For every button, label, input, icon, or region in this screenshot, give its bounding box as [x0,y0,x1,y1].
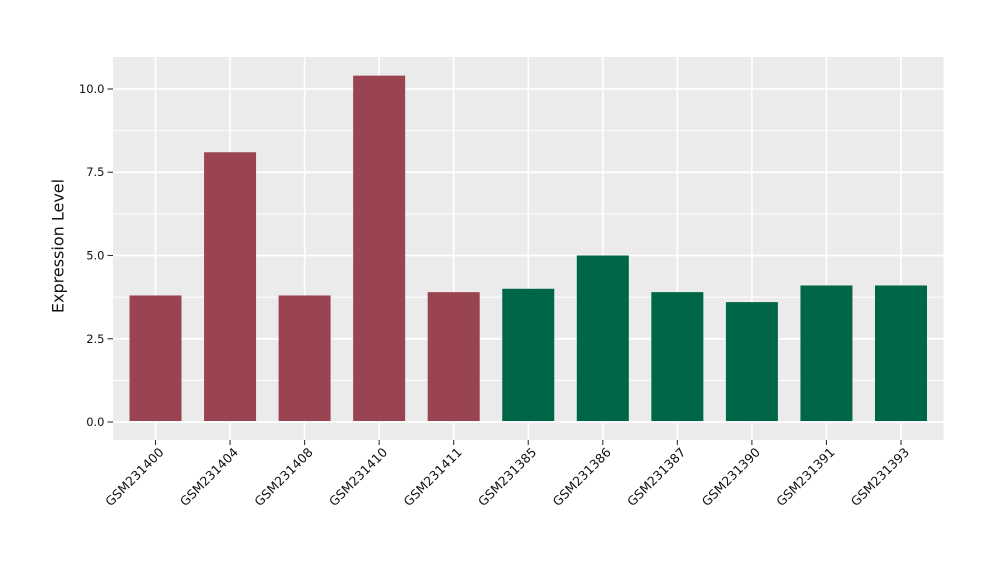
y-axis-title: Expression Level [48,178,68,314]
bar-GSM231385 [502,288,555,422]
bar-GSM231404 [204,152,257,422]
bar-GSM231387 [651,292,704,422]
y-tick-label: 7.5 [86,165,104,179]
bar-GSM231391 [800,285,853,422]
y-tick-label: 5.0 [86,248,104,262]
x-tick-label: GSM231411 [400,445,464,509]
bar-GSM231390 [725,302,778,422]
bar-GSM231393 [875,285,927,422]
y-tick-label: 2.5 [86,332,104,346]
x-tick-label: GSM231400 [102,444,166,508]
bar-GSM231410 [353,75,406,422]
x-tick-label: GSM231393 [848,445,912,509]
x-tick-label: GSM231390 [699,444,763,508]
y-tick-label: 10.0 [79,82,105,96]
x-tick-label: GSM231385 [475,445,539,509]
x-tick-label: GSM231386 [549,444,613,508]
x-tick-label: GSM231391 [773,445,837,509]
x-tick-label: GSM231387 [624,445,688,509]
bar-GSM231408 [278,295,331,422]
bar-GSM231386 [576,255,629,422]
x-tick-label: GSM231404 [177,444,241,508]
bar-GSM231411 [427,292,480,422]
x-tick-label: GSM231408 [251,444,315,508]
x-tick-label: GSM231410 [326,444,390,508]
bar-GSM231400 [129,295,182,422]
y-tick-label: 0.0 [86,415,104,429]
